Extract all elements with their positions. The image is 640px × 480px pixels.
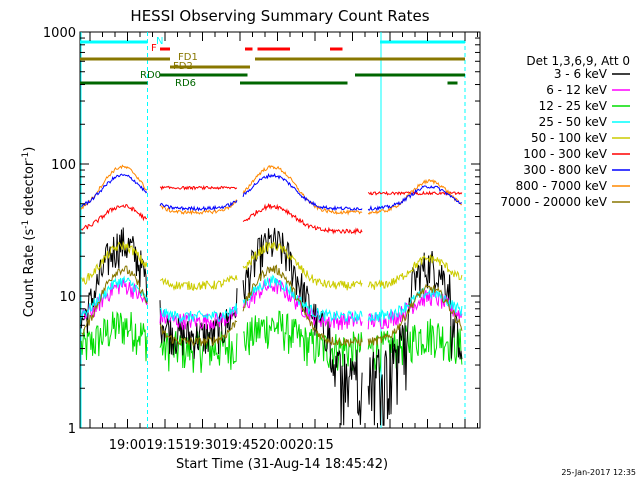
saa-lines	[80, 32, 466, 428]
x-axis-label: Start Time (31-Aug-14 18:45:42)	[176, 457, 388, 472]
legend-label: 50 - 100 keV	[531, 131, 608, 145]
flag-label: FD2	[173, 61, 193, 72]
chart-title: HESSI Observing Summary Count Rates	[130, 7, 429, 25]
x-tick-label: 19:15	[146, 438, 183, 453]
y-axis-label-part2: detector	[22, 160, 37, 220]
x-tick-label: 19:00	[109, 438, 146, 453]
legend-label: 300 - 800 keV	[523, 163, 607, 177]
legend-label: 6 - 12 keV	[546, 83, 608, 97]
y-tick-label: 100	[51, 158, 76, 173]
y-tick-label: 1	[68, 422, 76, 437]
flag-label: F	[151, 43, 157, 54]
legend-label: 25 - 50 keV	[539, 115, 608, 129]
data-curves	[80, 164, 463, 426]
series-line	[80, 278, 463, 330]
legend-label: 800 - 7000 keV	[516, 179, 608, 193]
series-line	[80, 164, 462, 216]
series-line	[80, 274, 463, 324]
series-line	[80, 184, 463, 236]
legend-header: Det 1,3,6,9, Att 0	[526, 54, 630, 68]
legend-items: 3 - 6 keV 6 - 12 keV 12 - 25 keV 25 - 50 ke…	[500, 67, 630, 209]
x-tick-label: 20:15	[296, 438, 333, 453]
series-line	[81, 240, 463, 292]
y-tick-label: 10	[59, 290, 76, 305]
plot-frame	[79, 31, 481, 429]
y-axis-label-part: Count Rate (s	[22, 229, 37, 318]
legend-label: 100 - 300 keV	[523, 147, 607, 161]
flag-label: RD0	[140, 70, 161, 81]
y-axis: 1 10 100 1000	[43, 26, 480, 437]
y-axis-label-exp1: -1	[21, 220, 31, 229]
y-axis-label-end: )	[22, 147, 37, 152]
legend-label: 7000 - 20000 keV	[500, 195, 607, 209]
x-tick-label: 19:30	[184, 438, 221, 453]
flag-label: N	[156, 36, 163, 47]
flag-label: RD6	[175, 78, 196, 89]
legend: Det 1,3,6,9, Att 0 3 - 6 keV 6 - 12 keV 12…	[500, 54, 630, 209]
y-axis-label: Count Rate (s-1 detector-1)	[21, 147, 37, 318]
x-tick-label: 20:00	[259, 438, 296, 453]
x-tick-label: 19:45	[221, 438, 258, 453]
x-axis: 19:00 19:15 19:30 19:45 20:00 20:15	[89, 32, 478, 453]
legend-label: 3 - 6 keV	[554, 67, 608, 81]
legend-label: 12 - 25 keV	[539, 99, 608, 113]
series-line	[81, 264, 463, 348]
flag-label: FD1	[178, 52, 198, 63]
y-axis-label-exp2: -1	[21, 152, 31, 161]
series-line	[81, 172, 463, 212]
footer-date: 25-Jan-2017 12:35	[561, 468, 636, 477]
y-tick-label: 1000	[43, 26, 76, 41]
